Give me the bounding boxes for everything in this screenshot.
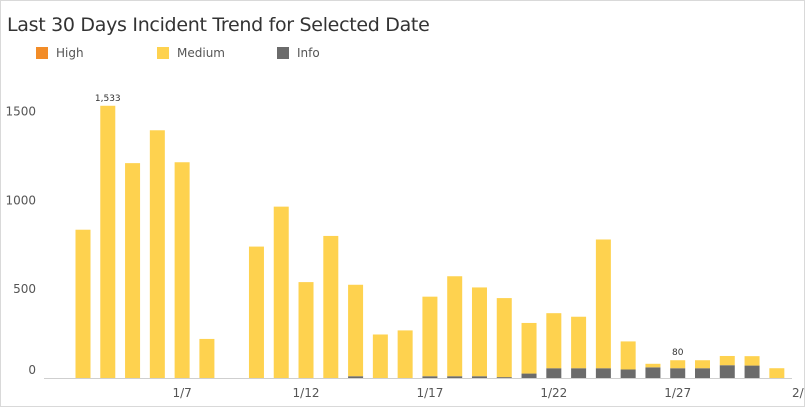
bar-info-1-22[interactable] (546, 368, 561, 378)
bar-medium-1-25[interactable] (621, 341, 636, 369)
bar-info-1-21[interactable] (522, 374, 537, 378)
y-tick-label: 500 (13, 282, 36, 296)
bar-medium-1-31[interactable] (769, 368, 784, 378)
x-tick-label: 1/22 (540, 386, 567, 400)
y-tick-label: 0 (28, 363, 36, 377)
bar-info-1-25[interactable] (621, 369, 636, 378)
bar-info-1-28[interactable] (695, 368, 710, 378)
bar-medium-1-5[interactable] (125, 163, 140, 378)
data-label: 1,533 (95, 94, 121, 104)
bar-info-1-20[interactable] (497, 377, 512, 378)
bar-medium-1-23[interactable] (571, 317, 586, 369)
bar-medium-1-19[interactable] (472, 287, 487, 376)
bar-medium-1-10[interactable] (249, 247, 264, 378)
bar-medium-1-6[interactable] (150, 130, 165, 378)
bar-medium-1-16[interactable] (398, 330, 413, 378)
bar-medium-1-14[interactable] (348, 285, 363, 376)
x-tick-label: 1/27 (664, 386, 691, 400)
bar-info-1-26[interactable] (645, 367, 660, 378)
x-tick-label: 1/7 (172, 386, 191, 400)
bar-medium-1-20[interactable] (497, 298, 512, 377)
bar-info-1-29[interactable] (720, 365, 735, 378)
bar-medium-1-3[interactable] (76, 230, 91, 378)
bar-info-1-27[interactable] (670, 368, 685, 378)
bar-info-1-14[interactable] (348, 376, 363, 378)
bar-medium-1-27[interactable] (670, 360, 685, 368)
bar-medium-1-11[interactable] (274, 207, 289, 378)
bar-medium-1-22[interactable] (546, 313, 561, 368)
bar-medium-1-26[interactable] (645, 364, 660, 368)
bar-medium-1-29[interactable] (720, 356, 735, 365)
y-tick-label: 1000 (5, 193, 36, 207)
bar-info-1-24[interactable] (596, 368, 611, 378)
bar-info-1-23[interactable] (571, 368, 586, 378)
bar-medium-1-4[interactable] (100, 106, 115, 378)
y-tick-label: 1500 (5, 105, 36, 119)
bar-info-1-18[interactable] (447, 376, 462, 378)
bar-medium-1-17[interactable] (422, 297, 437, 377)
bar-medium-1-7[interactable] (175, 162, 190, 378)
x-tick-label: 2/1 (792, 386, 805, 400)
bar-medium-1-15[interactable] (373, 334, 388, 378)
bar-medium-1-13[interactable] (323, 236, 338, 378)
bar-medium-1-24[interactable] (596, 239, 611, 368)
x-tick-label: 1/17 (416, 386, 443, 400)
bar-info-1-19[interactable] (472, 376, 487, 378)
x-tick-label: 1/12 (293, 386, 320, 400)
bar-info-1-30[interactable] (745, 366, 760, 378)
bar-medium-1-28[interactable] (695, 360, 710, 368)
bar-medium-1-8[interactable] (199, 339, 214, 378)
bar-medium-1-30[interactable] (745, 356, 760, 365)
bar-medium-1-12[interactable] (299, 282, 314, 378)
bar-medium-1-21[interactable] (522, 323, 537, 374)
bar-medium-1-18[interactable] (447, 276, 462, 376)
data-label: 80 (672, 348, 684, 358)
bar-info-1-17[interactable] (422, 376, 437, 378)
